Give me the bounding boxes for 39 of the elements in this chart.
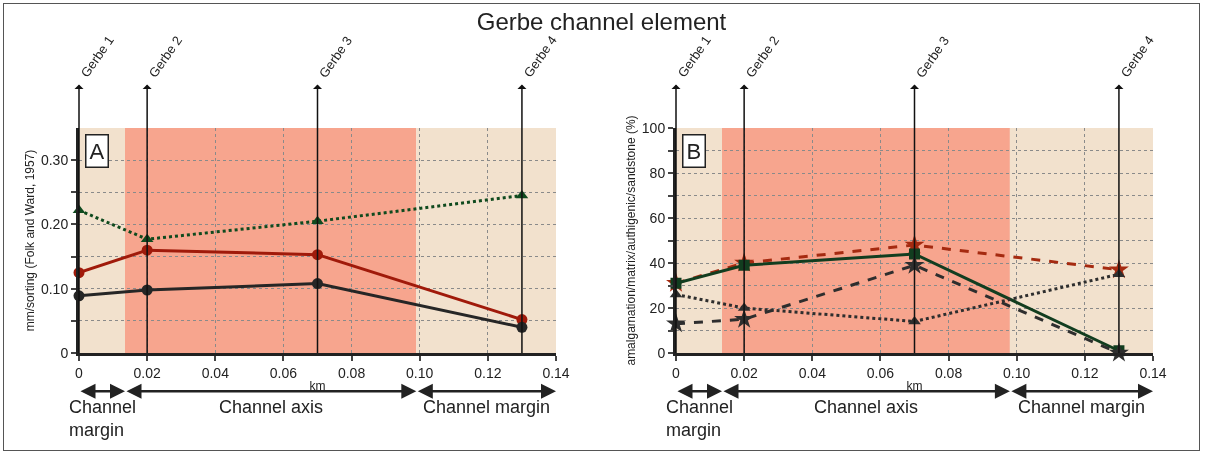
y-tick-label: 0.10 bbox=[40, 280, 69, 297]
x-tick-label: 0.02 bbox=[730, 364, 758, 381]
band-label: Channel margin bbox=[423, 397, 551, 417]
band-label: Channel margin bbox=[69, 397, 137, 441]
y-tick-label: 20 bbox=[649, 299, 666, 316]
x-tick-label: 0.02 bbox=[133, 364, 161, 381]
x-tick-label: 0.04 bbox=[798, 364, 827, 381]
y-tick-label: 60 bbox=[649, 209, 666, 226]
y-axis-title: amalgamation/matrix/authigenic/sandstone (%) bbox=[624, 115, 639, 366]
x-tick-label: 0.14 bbox=[1139, 364, 1167, 381]
annotation: A bbox=[89, 138, 105, 164]
y-tick-label: 0 bbox=[60, 344, 69, 361]
x-tick-label: 0.06 bbox=[866, 364, 895, 381]
band-label: Channel margin bbox=[1018, 397, 1146, 417]
y-tick-label: 40 bbox=[649, 254, 666, 271]
chart-title: Gerbe channel element bbox=[476, 8, 727, 35]
x-tick-label: 0.04 bbox=[201, 364, 230, 381]
x-tick-label: 0 bbox=[672, 364, 681, 381]
y-tick-label: 0 bbox=[657, 344, 666, 361]
y-tick-label: 100 bbox=[641, 119, 666, 136]
band-label: Channel axis bbox=[219, 397, 324, 417]
x-tick-label: 0.08 bbox=[934, 364, 963, 381]
x-tick-label: 0.12 bbox=[1071, 364, 1099, 381]
x-tick-label: 0.10 bbox=[1003, 364, 1031, 381]
annotation: B bbox=[686, 138, 702, 164]
y-tick-label: 80 bbox=[649, 164, 666, 181]
x-tick-label: 0.12 bbox=[474, 364, 502, 381]
y-axis-title: mm/sorting (Folk and Ward, 1957) bbox=[23, 149, 38, 332]
x-tick-label: 0.06 bbox=[269, 364, 298, 381]
x-tick-label: 0.10 bbox=[406, 364, 434, 381]
band-label: Channel axis bbox=[814, 397, 919, 417]
x-tick-label: 0 bbox=[75, 364, 84, 381]
y-tick-label: 0.30 bbox=[40, 152, 69, 169]
band-label: Channel margin bbox=[666, 397, 734, 441]
x-axis-title: km bbox=[906, 378, 923, 393]
x-axis-title: km bbox=[309, 378, 326, 393]
x-tick-label: 0.14 bbox=[542, 364, 570, 381]
y-tick-label: 0.20 bbox=[40, 216, 69, 233]
x-tick-label: 0.08 bbox=[337, 364, 366, 381]
